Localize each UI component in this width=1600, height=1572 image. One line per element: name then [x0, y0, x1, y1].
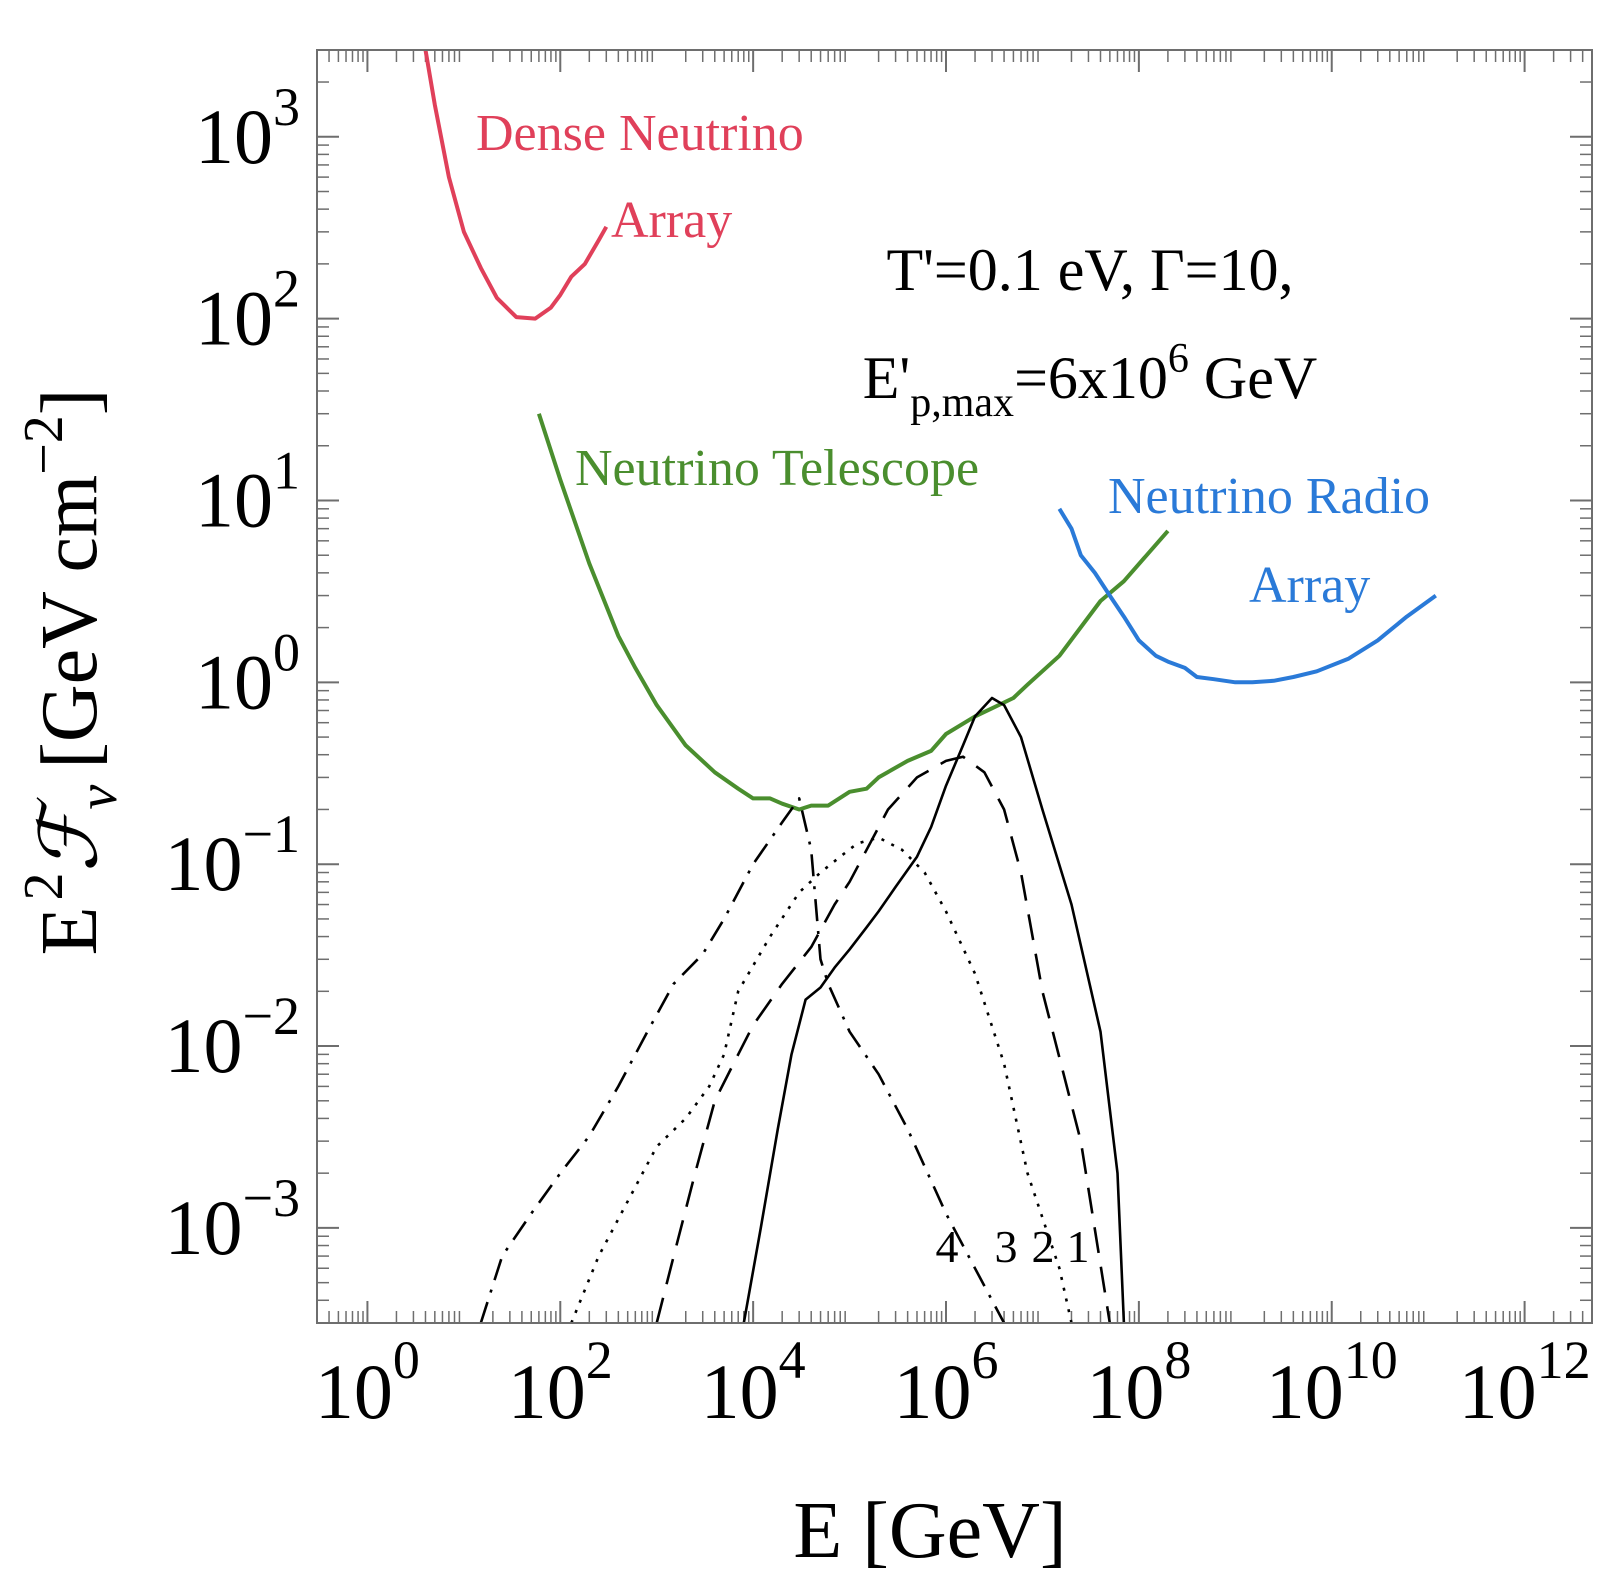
flux-curve-4 [479, 797, 1006, 1323]
series-label-1: 1 [1067, 1221, 1090, 1272]
flux-curve-1 [742, 696, 1126, 1323]
sensitivity-label-radio: Array [1249, 557, 1370, 614]
sensitivity-label-dense: Dense Neutrino [476, 105, 804, 162]
flux-curve-2 [655, 755, 1112, 1323]
series-label-3: 3 [995, 1221, 1018, 1272]
y-tick-label: 103 [195, 77, 300, 180]
y-tick-label: 101 [195, 440, 300, 543]
y-axis-title-sup: 2 [13, 873, 75, 901]
sensitivity-labels: Dense Neutrino Array Neutrino Telescope Neu… [476, 105, 1430, 614]
annotation-eprime: E' [863, 345, 910, 411]
y-axis-title-unit-sup: −2 [13, 415, 75, 475]
x-tick-label: 102 [508, 1330, 613, 1435]
annotation-sup: 6 [1168, 336, 1189, 382]
y-tick-label: 100 [195, 622, 300, 725]
y-axis-title-base: E [26, 907, 114, 956]
annotation-suffix: GeV [1189, 345, 1317, 411]
sensitivity-label-radio: Neutrino Radio [1108, 468, 1430, 525]
y-axis-title-sub: ν [67, 785, 129, 810]
annotation-mid: =6x10 [1014, 345, 1168, 411]
y-axis-title: E2ℱν[GeV cm−2] [13, 389, 129, 956]
x-tick-label: 1012 [1459, 1330, 1591, 1435]
y-axis-title-unit-open: [GeV cm [26, 475, 114, 769]
parameter-annotation-line2: E'p,max=6x106 GeV [863, 336, 1317, 426]
sensitivity-curve-radio [1057, 507, 1437, 685]
series-label-4: 4 [936, 1221, 959, 1272]
curves [423, 50, 1437, 1323]
x-axis-title: E [GeV] [793, 1487, 1066, 1572]
sensitivity-curve-dense [423, 50, 609, 321]
y-tick-label: 10−1 [165, 804, 300, 907]
y-tick-label: 10−3 [165, 1168, 300, 1271]
x-tick-label: 100 [315, 1330, 420, 1435]
y-tick-label: 10−2 [165, 986, 300, 1089]
x-tick-label: 1010 [1266, 1330, 1398, 1435]
sensitivity-label-telescope: Neutrino Telescope [575, 440, 979, 497]
x-tick-label: 104 [701, 1330, 806, 1435]
major-ticks [317, 50, 1592, 1323]
series-label-2: 2 [1032, 1221, 1055, 1272]
y-axis-title-unit-close: ] [26, 389, 114, 416]
y-tick-label: 102 [195, 259, 300, 362]
sensitivity-label-dense: Array [611, 192, 732, 249]
x-tick-label: 106 [894, 1330, 999, 1435]
tick-labels: 100 102 104 106 108 1010 101210−310−210−110010… [165, 77, 1591, 1435]
parameter-annotation-line1: T'=0.1 eV, Γ=10, [886, 237, 1293, 303]
x-tick-label: 108 [1086, 1330, 1191, 1435]
plot-frame [316, 49, 1593, 1324]
annotation-sub: p,max [910, 380, 1014, 426]
sensitivity-curve-telescope [536, 413, 1170, 812]
